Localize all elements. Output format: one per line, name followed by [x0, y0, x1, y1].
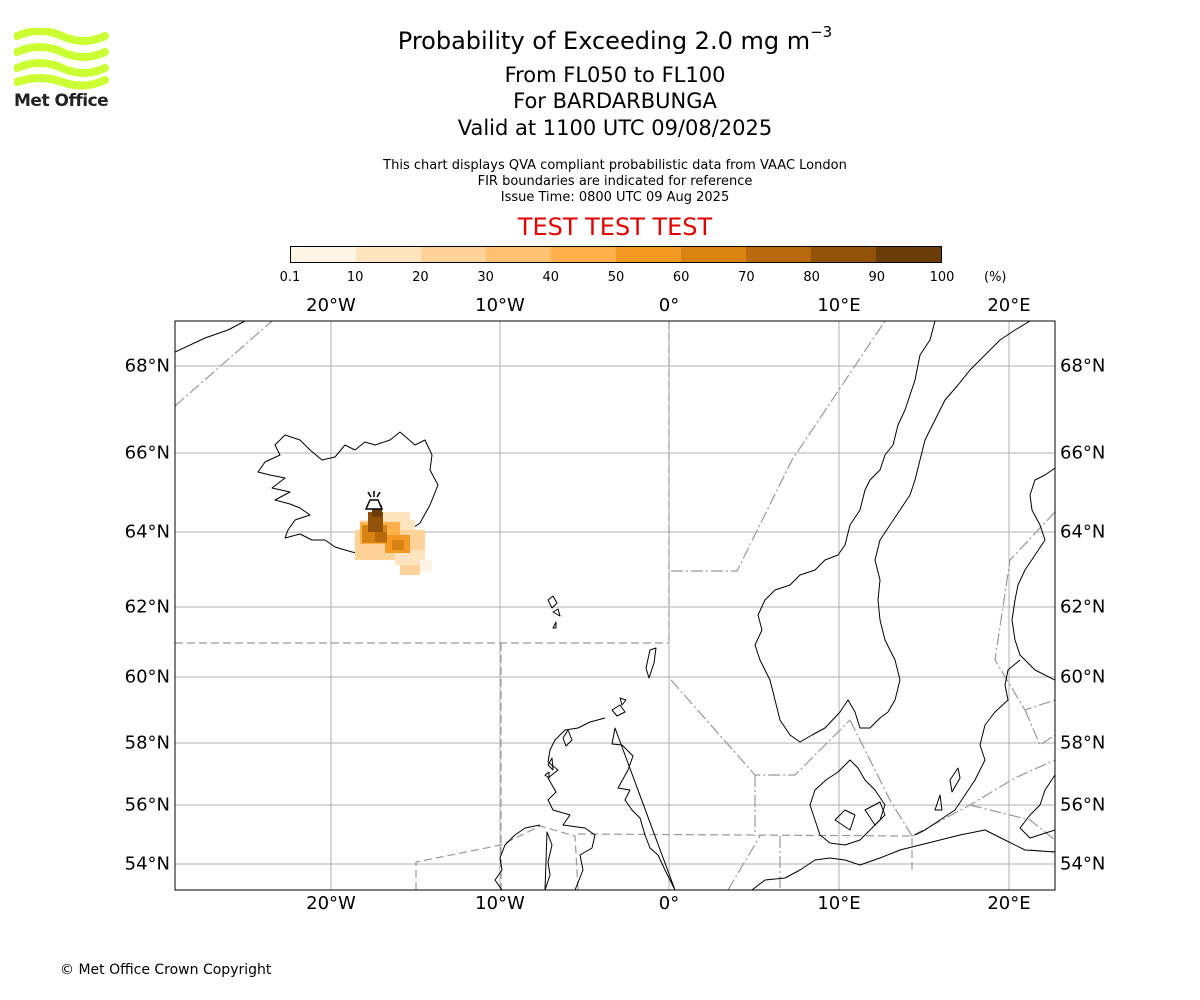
title-superscript: −3 — [810, 23, 833, 41]
colorbar-segment — [616, 247, 681, 262]
ash-probability-field — [355, 505, 432, 575]
colorbar-segment — [746, 247, 811, 262]
colorbar-segment — [291, 247, 356, 262]
colorbar-segment — [356, 247, 421, 262]
colorbar-segment — [681, 247, 746, 262]
flight-levels: From FL050 to FL100 — [504, 63, 726, 87]
copyright: © Met Office Crown Copyright — [60, 962, 272, 978]
longitude-label: 10°E — [817, 295, 861, 316]
colorbar-segment — [551, 247, 616, 262]
colorbar-tick-label: 100 — [929, 270, 955, 285]
latitude-label: 68°N — [1060, 355, 1106, 377]
latitude-label: 60°N — [124, 666, 170, 688]
colorbar-segment — [811, 247, 876, 262]
fir-note: FIR boundaries are indicated for referen… — [477, 174, 753, 189]
colorbar-tick-label: 60 — [672, 270, 690, 285]
longitude-label: 20°W — [306, 893, 356, 914]
latitude-label: 58°N — [1060, 732, 1106, 754]
latitude-label: 60°N — [1060, 666, 1106, 688]
volcano-name: For BARDARBUNGA — [513, 89, 717, 113]
longitude-label: 0° — [658, 295, 680, 316]
latitude-label: 68°N — [124, 355, 170, 377]
probability-colorbar — [290, 246, 942, 263]
longitude-label: 20°E — [987, 295, 1031, 316]
logo-text: Met Office — [14, 91, 109, 111]
colorbar-tick-label: 20 — [412, 270, 429, 285]
graticule — [175, 321, 1055, 890]
colorbar-segment — [876, 247, 941, 262]
latitude-label: 66°N — [124, 442, 170, 464]
chart-title: Probability of Exceeding 2.0 mg m−3 — [397, 23, 833, 55]
latitude-label: 56°N — [124, 794, 170, 816]
longitude-label: 20°E — [987, 893, 1031, 914]
valid-time: Valid at 1100 UTC 09/08/2025 — [457, 116, 773, 140]
colorbar-tick-label: 30 — [477, 270, 494, 285]
colorbar-tick-label: 90 — [868, 270, 886, 285]
fir-boundaries — [175, 321, 1055, 890]
latitude-label: 62°N — [124, 596, 170, 618]
test-banner: TEST TEST TEST — [517, 213, 713, 241]
latitude-label: 58°N — [124, 732, 170, 754]
latitude-label: 62°N — [1060, 596, 1106, 618]
latitude-label: 54°N — [124, 853, 170, 875]
colorbar-tick-label: 40 — [542, 270, 560, 285]
map-frame — [174, 320, 1056, 891]
met-office-waves-icon — [13, 27, 109, 90]
longitude-label: 20°W — [306, 295, 356, 316]
longitude-label: 10°W — [475, 893, 525, 914]
latitude-label: 54°N — [1060, 853, 1106, 875]
qva-note: This chart displays QVA compliant probab… — [383, 158, 847, 173]
latitude-label: 56°N — [1060, 794, 1106, 816]
colorbar-tick-label: 80 — [803, 270, 820, 285]
colorbar-tick-label: 0.1 — [279, 270, 301, 285]
latitude-label: 66°N — [1060, 442, 1106, 464]
colorbar-segment — [486, 247, 551, 262]
colorbar-tick-label: 70 — [738, 270, 755, 285]
issue-time: Issue Time: 0800 UTC 09 Aug 2025 — [500, 190, 730, 205]
colorbar-tick-label: 10 — [346, 270, 364, 285]
longitude-label: 0° — [658, 893, 680, 914]
colorbar-tick-label: 50 — [607, 270, 625, 285]
latitude-label: 64°N — [1060, 521, 1106, 543]
colorbar-unit: (%) — [984, 270, 1007, 285]
longitude-label: 10°W — [475, 295, 525, 316]
colorbar-segment — [421, 247, 486, 262]
longitude-label: 10°E — [817, 893, 861, 914]
latitude-label: 64°N — [124, 521, 170, 543]
met-office-logo: Met Office — [13, 27, 109, 113]
volcano-icon — [364, 491, 384, 510]
